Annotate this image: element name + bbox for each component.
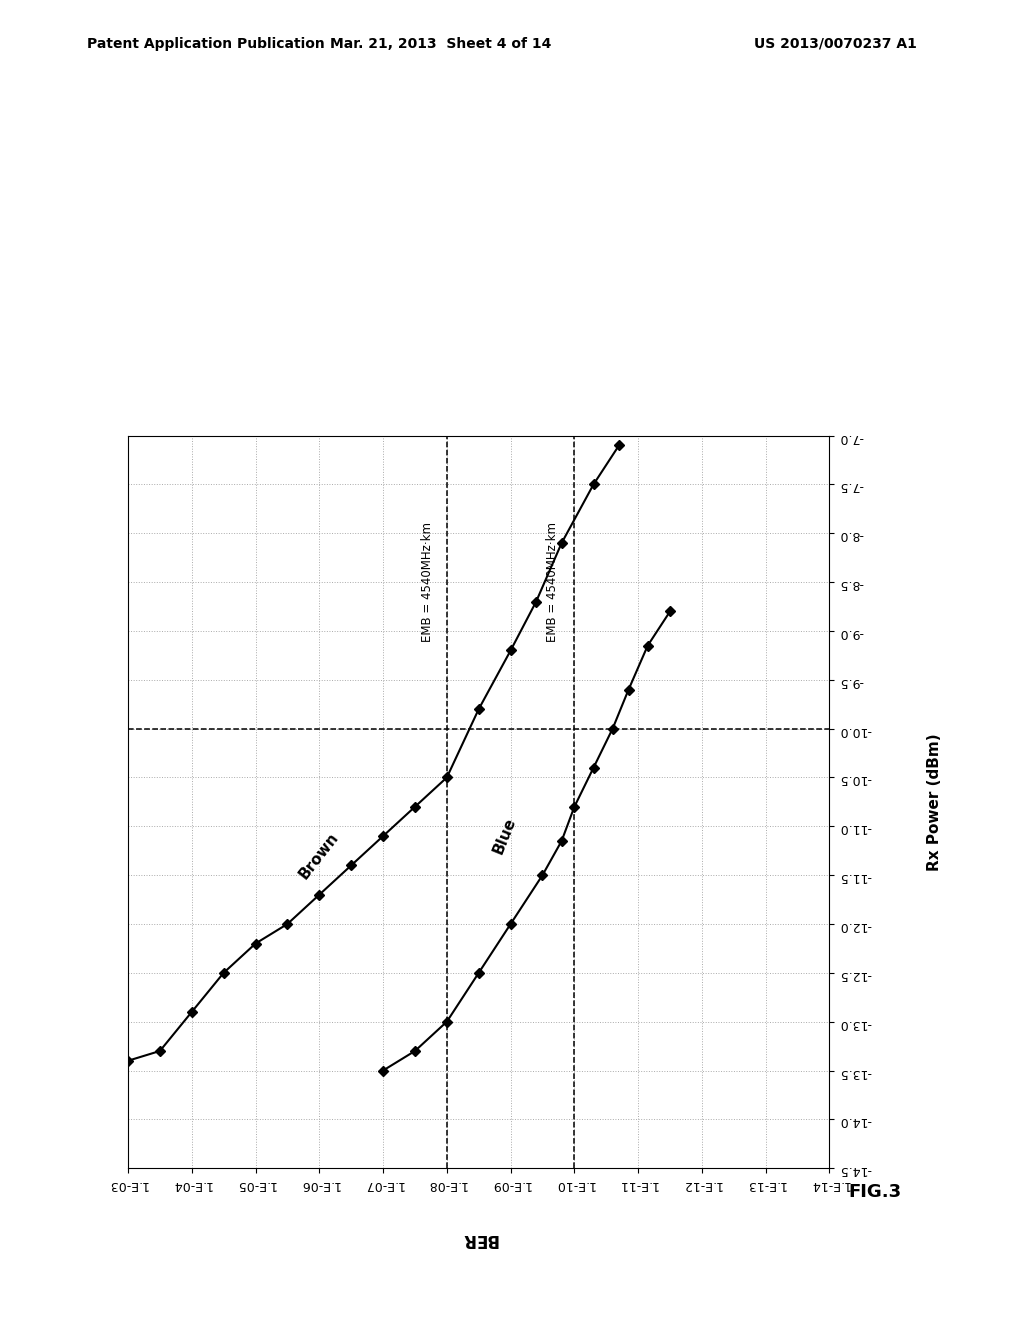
Text: EMB = 4540MHz·km: EMB = 4540MHz·km	[421, 523, 434, 642]
Text: EMB = 4540MHz·km: EMB = 4540MHz·km	[546, 523, 558, 642]
Text: Blue: Blue	[490, 816, 518, 857]
Y-axis label: Rx Power (dBm): Rx Power (dBm)	[927, 733, 942, 871]
X-axis label: BER: BER	[461, 1230, 497, 1247]
Text: FIG.3: FIG.3	[848, 1183, 901, 1201]
Text: Mar. 21, 2013  Sheet 4 of 14: Mar. 21, 2013 Sheet 4 of 14	[330, 37, 551, 51]
Text: Brown: Brown	[297, 829, 342, 882]
Text: Patent Application Publication: Patent Application Publication	[87, 37, 325, 51]
Text: US 2013/0070237 A1: US 2013/0070237 A1	[754, 37, 916, 51]
